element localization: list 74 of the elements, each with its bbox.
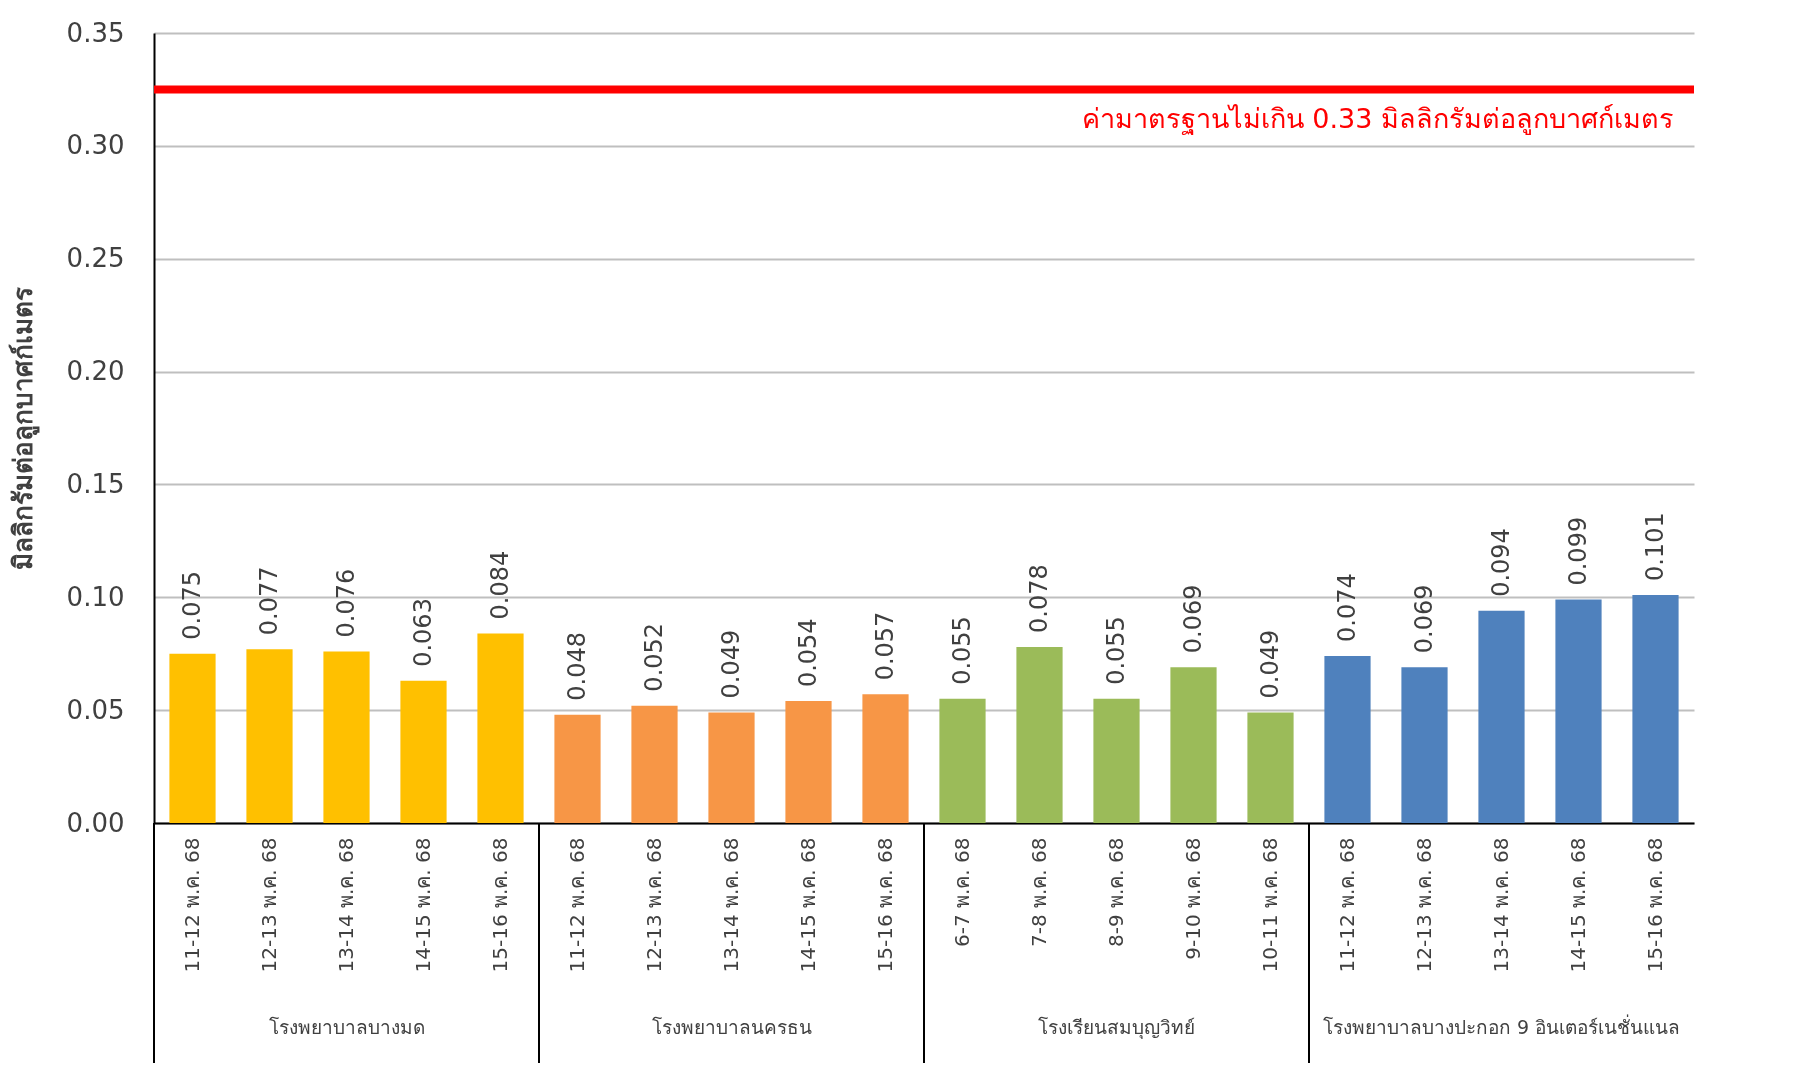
- x-tick-label: 15-16 พ.ค. 68: [873, 837, 897, 973]
- x-tick-label: 14-15 พ.ค. 68: [1566, 837, 1590, 973]
- bar: [1093, 698, 1140, 823]
- y-tick-label: 0.05: [66, 694, 125, 725]
- x-tick-label: 14-15 พ.ค. 68: [796, 837, 820, 973]
- x-tick-label: 11-12 พ.ค. 68: [565, 837, 589, 973]
- x-tick-label: 12-13 พ.ค. 68: [642, 837, 666, 973]
- data-label: 0.049: [716, 629, 745, 699]
- bar: [708, 712, 755, 823]
- bar: [1478, 610, 1525, 823]
- bar: [631, 705, 678, 823]
- bar: [862, 694, 909, 823]
- bar: [1247, 712, 1294, 823]
- data-label: 0.048: [562, 631, 591, 701]
- x-tick-label: 11-12 พ.ค. 68: [1335, 837, 1359, 973]
- y-tick-label: 0.30: [66, 130, 125, 161]
- data-label: 0.055: [1101, 616, 1130, 685]
- bar: [1170, 667, 1217, 823]
- data-label: 0.101: [1640, 512, 1669, 582]
- x-tick-label: 9-10 พ.ค. 68: [1181, 837, 1205, 960]
- data-label: 0.084: [485, 550, 514, 620]
- x-tick-label: 12-13 พ.ค. 68: [257, 837, 281, 973]
- bar: [939, 698, 986, 823]
- data-label: 0.074: [1332, 573, 1361, 642]
- y-tick-label: 0.35: [66, 17, 125, 48]
- data-label: 0.055: [947, 616, 976, 685]
- bar: [1632, 595, 1679, 823]
- bar: [1401, 667, 1448, 823]
- bar: [1016, 646, 1063, 823]
- bar: [1555, 599, 1602, 823]
- y-tick-label: 0.25: [66, 243, 125, 274]
- data-label: 0.099: [1563, 516, 1592, 586]
- x-tick-label: 8-9 พ.ค. 68: [1104, 837, 1128, 948]
- y-axis-title: มิลลิกรัมต่อลูกบาศก์เมตร: [7, 287, 40, 570]
- text: โรงพยาบาลบางมด: [268, 1016, 425, 1038]
- data-label: 0.076: [331, 568, 360, 638]
- data-label: 0.052: [639, 622, 668, 692]
- x-tick-label: 14-15 พ.ค. 68: [411, 837, 435, 973]
- data-label: 0.094: [1486, 528, 1515, 597]
- data-label: 0.049: [1255, 629, 1284, 699]
- y-tick-label: 0.10: [66, 581, 125, 612]
- data-label: 0.054: [793, 618, 822, 688]
- ref-line-label: ค่ามาตรฐานไม่เกิน 0.33 มิลลิกรัมต่อลูกบาศก์เมตร: [1081, 103, 1674, 136]
- text: โรงพยาบาลบางปะกอก 9 อินเตอร์เนชั่นแนล: [1322, 1014, 1681, 1038]
- x-tick-label: 15-16 พ.ค. 68: [488, 837, 512, 973]
- x-tick-label: 11-12 พ.ค. 68: [180, 837, 204, 973]
- y-tick-label: 0.15: [66, 468, 125, 499]
- text: โรงพยาบาลนครธน: [651, 1016, 812, 1038]
- x-tick-label: 13-14 พ.ค. 68: [1489, 837, 1513, 973]
- bar: [477, 633, 524, 823]
- text: โรงเรียนสมบุญวิทย์: [1038, 1016, 1195, 1040]
- data-label: 0.063: [408, 598, 437, 667]
- x-tick-label: 13-14 พ.ค. 68: [719, 837, 743, 973]
- data-label: 0.057: [870, 611, 899, 681]
- bar: [169, 653, 216, 823]
- data-label: 0.075: [177, 571, 206, 640]
- data-label: 0.078: [1024, 564, 1053, 633]
- x-tick-label: 6-7 พ.ค. 68: [950, 837, 974, 948]
- x-tick-label: 13-14 พ.ค. 68: [334, 837, 358, 973]
- data-label: 0.069: [1178, 584, 1207, 654]
- bar: [785, 701, 832, 823]
- x-tick-label: 7-8 พ.ค. 68: [1027, 837, 1051, 948]
- bar: [1324, 655, 1371, 823]
- data-label: 0.077: [254, 566, 283, 636]
- bar: [400, 680, 447, 823]
- x-tick-label: 12-13 พ.ค. 68: [1412, 837, 1436, 973]
- x-tick-label: 10-11 พ.ค. 68: [1258, 837, 1282, 973]
- x-tick-label: 15-16 พ.ค. 68: [1643, 837, 1667, 973]
- bar: [246, 649, 293, 823]
- data-label: 0.069: [1409, 584, 1438, 654]
- y-tick-label: 0.00: [66, 807, 125, 838]
- y-tick-label: 0.20: [66, 356, 125, 387]
- bar: [554, 714, 601, 823]
- bar: [323, 651, 370, 823]
